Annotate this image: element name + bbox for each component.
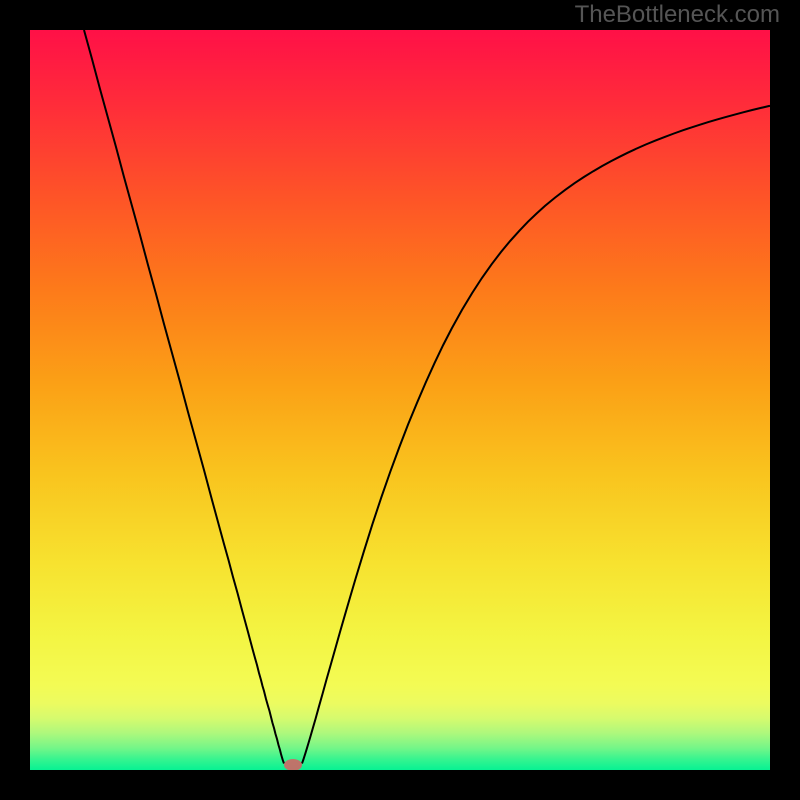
chart-frame: TheBottleneck.com — [0, 0, 800, 800]
gradient-chart — [30, 30, 770, 770]
plot-area — [30, 30, 770, 770]
watermark-label: TheBottleneck.com — [575, 1, 780, 29]
gradient-background — [30, 30, 770, 770]
